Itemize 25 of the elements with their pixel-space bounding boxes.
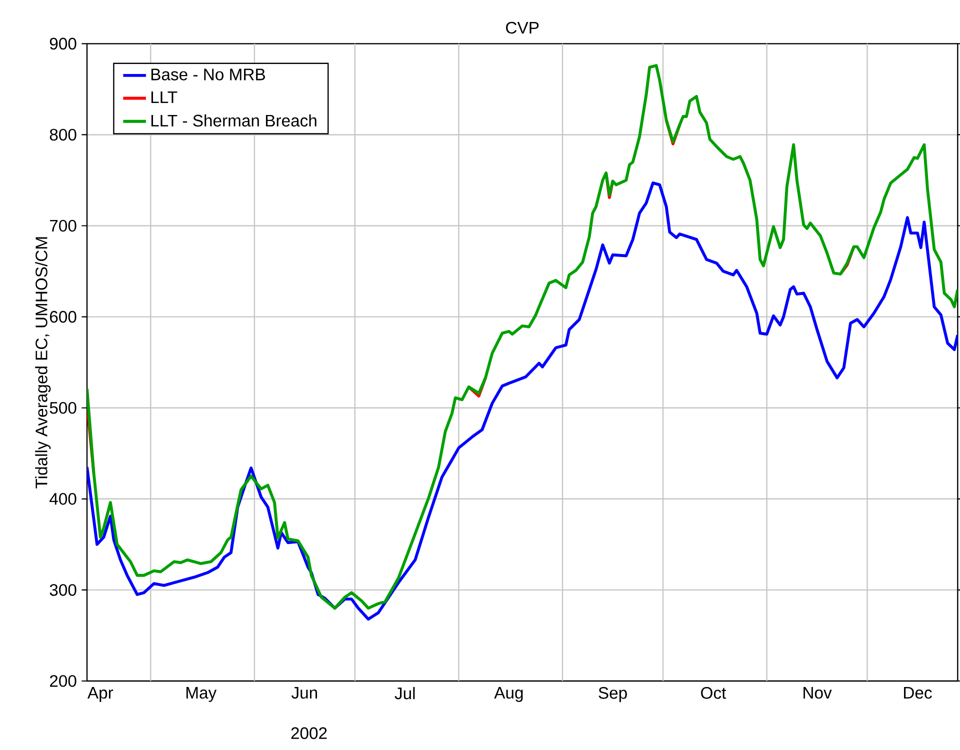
legend-label: LLT (151, 92, 178, 103)
y-tick-label: 300 (50, 584, 76, 596)
x-tick-label: Jul (394, 687, 415, 700)
x-tick-label: Dec (904, 687, 932, 699)
line-series (87, 64, 958, 610)
x-tick-label: Oct (701, 687, 726, 699)
y-tick-label: 500 (50, 402, 76, 414)
x-tick-label: Nov (804, 687, 832, 699)
y-axis-title: Tidally Averaged EC, UMHOS/CM (35, 237, 51, 488)
x-tick-label: Apr (87, 687, 114, 702)
y-tick-label: 200 (50, 675, 76, 687)
y-tick-label: 900 (50, 38, 76, 50)
x-tick-label: Jun (291, 687, 318, 699)
y-tick-label: 600 (50, 310, 76, 323)
y-tick-label: 800 (50, 128, 76, 141)
line-series (87, 182, 958, 621)
x-tick-label: Aug (494, 687, 523, 702)
legend-label: Base - No MRB (151, 68, 265, 80)
y-tick-label: 700 (50, 220, 76, 232)
legend-label: LLT - Sherman Breach (151, 114, 316, 127)
x-tick-label: Sep (598, 687, 627, 702)
x-axis-title: 2002 (291, 727, 327, 740)
y-tick-label: 400 (50, 493, 76, 505)
x-tick-label: May (186, 687, 217, 702)
chart-title: CVP (506, 22, 539, 34)
